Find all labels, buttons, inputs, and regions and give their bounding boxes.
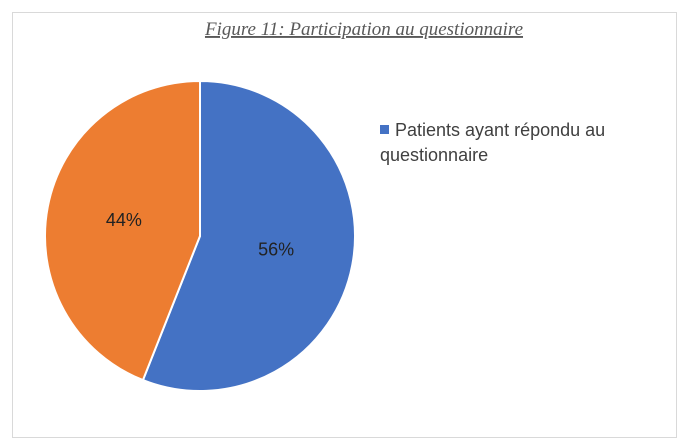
legend-swatch [380,125,389,134]
legend: Patients ayant répondu au questionnaire [380,118,650,168]
value-label: 44% [106,210,142,230]
legend-label: Patients ayant répondu au questionnaire [380,120,606,165]
pie-slice [44,79,201,382]
legend-item: Patients ayant répondu au questionnaire [380,118,650,168]
pie-slice [141,79,356,392]
value-label: 56% [258,239,294,259]
chart-title: Figure 11: Participation au questionnair… [204,19,523,40]
